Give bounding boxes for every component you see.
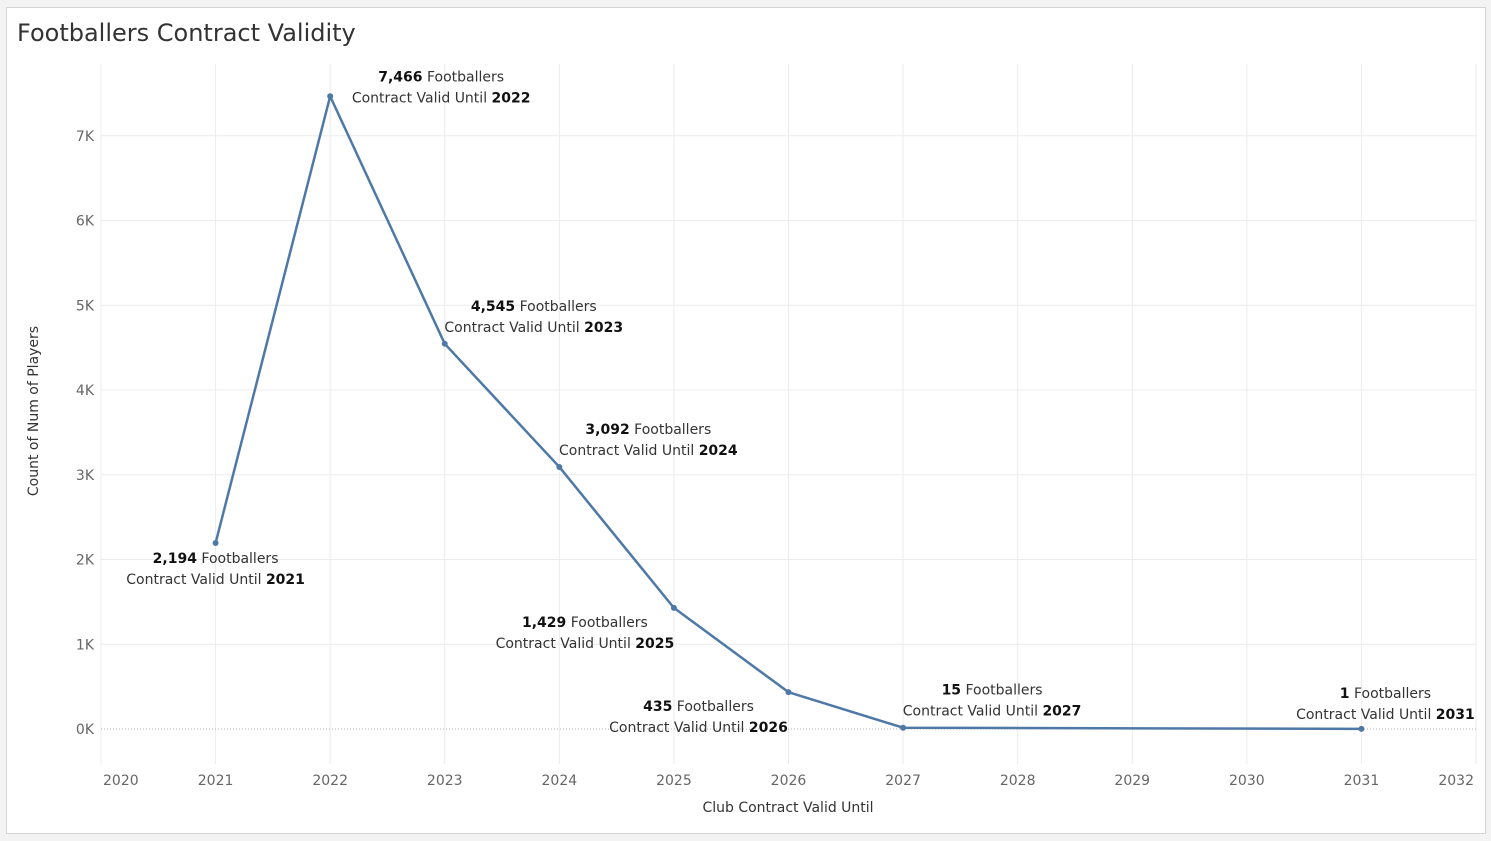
data-label-count: 1,429 [522,615,566,631]
data-label-year: 2022 [492,90,531,106]
x-tick-label: 2026 [771,773,807,789]
x-tick-label: 2027 [885,773,921,789]
data-point [785,689,792,696]
data-label-year: 2025 [635,636,674,652]
y-tick-label: 6K [76,214,95,230]
data-label-suffix: Footballers [630,422,712,438]
y-tick-label: 4K [76,383,95,399]
data-label-line2: Contract Valid Until [609,720,749,736]
data-label: 15 Footballers Contract Valid Until 2027 [903,683,1082,720]
data-point [900,724,907,731]
data-label-count: 4,545 [471,299,515,315]
x-tick-label: 2029 [1114,773,1150,789]
data-point [1358,725,1365,732]
data-label-suffix: Footballers [1350,686,1432,702]
data-label: 3,092 Footballers Contract Valid Until 20… [559,422,738,459]
chart-frame [6,7,1486,834]
data-label: 7,466 Footballers Contract Valid Until 20… [352,69,531,106]
data-label-year: 2027 [1042,704,1081,720]
data-point [441,340,448,347]
y-tick-label: 7K [76,129,95,145]
x-tick-label: 2023 [427,773,463,789]
y-tick-label: 1K [76,637,95,653]
data-label-suffix: Footballers [423,69,505,85]
data-label-count: 435 [643,699,672,715]
series-line [214,95,1362,731]
x-tick-label: 2022 [312,773,348,789]
data-label-year: 2026 [749,720,788,736]
data-label: 2,194 Footballers Contract Valid Until 20… [126,551,305,588]
data-label: 435 Footballers Contract Valid Until 2026 [609,699,788,736]
data-label: 1 Footballers Contract Valid Until 2031 [1296,686,1475,723]
data-label-year: 2023 [584,320,623,336]
tick-layer: 2020 2021 2022 2023 2024 2025 2026 2027 2028 2029… [76,129,1474,789]
data-label-count: 1 [1340,686,1350,702]
x-tick-label: 2028 [1000,773,1036,789]
data-label-line2: Contract Valid Until [903,704,1043,720]
y-tick-label: 5K [76,298,95,314]
data-label: 4,545 Footballers Contract Valid Until 20… [444,299,623,336]
data-label-count: 7,466 [378,69,422,85]
x-tick-label: 2021 [198,773,234,789]
data-label-line2: Contract Valid Until [126,572,266,588]
x-tick-label: 2020 [103,773,139,789]
data-point [212,540,219,547]
line-layer [212,93,1365,732]
data-point [327,93,334,100]
x-tick-label: 2030 [1229,773,1265,789]
y-axis-title: Count of Num of Players [26,326,42,496]
x-tick-label: 2032 [1438,773,1474,789]
data-label-line2: Contract Valid Until [444,320,584,336]
data-label-count: 2,194 [153,551,198,567]
data-label-count: 15 [942,683,961,699]
x-tick-label: 2031 [1344,773,1380,789]
x-tick-label: 2025 [656,773,692,789]
data-label-line2: Contract Valid Until [352,90,492,106]
data-label-line2: Contract Valid Until [559,443,699,459]
data-label-suffix: Footballers [197,551,279,567]
data-label-year: 2024 [699,443,738,459]
chart-title: Footballers Contract Validity [17,19,356,47]
x-tick-label: 2024 [542,773,578,789]
data-label-year: 2031 [1436,707,1475,723]
y-tick-label: 3K [76,468,95,484]
data-label-line2: Contract Valid Until [1296,707,1436,723]
data-label-suffix: Footballers [515,299,597,315]
data-label-line2: Contract Valid Until [496,636,636,652]
data-label-suffix: Footballers [672,699,754,715]
data-label: 1,429 Footballers Contract Valid Until 20… [496,615,675,652]
y-tick-label: 2K [76,553,95,569]
x-axis-title: Club Contract Valid Until [702,800,873,816]
data-point [556,463,563,470]
data-label-count: 3,092 [585,422,629,438]
data-label-year: 2021 [266,572,305,588]
data-label-suffix: Footballers [961,683,1043,699]
label-layer: 2,194 Footballers Contract Valid Until 20… [126,69,1475,736]
grid-layer [100,64,1477,764]
data-label-suffix: Footballers [566,615,648,631]
data-point [670,604,677,611]
y-tick-label: 0K [76,722,95,738]
